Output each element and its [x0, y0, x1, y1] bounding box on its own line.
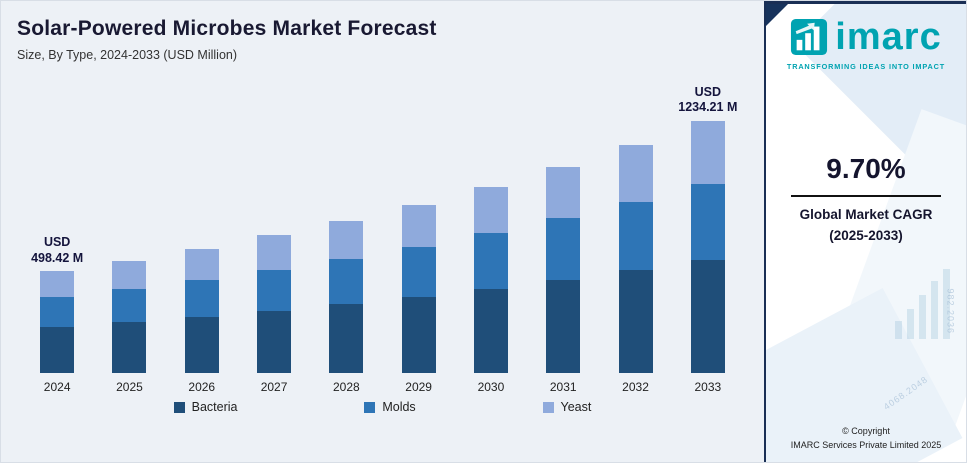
- imarc-logo: imarc: [790, 18, 941, 56]
- page-subtitle: Size, By Type, 2024-2033 (USD Million): [17, 48, 238, 62]
- bar-segment-molds: [257, 269, 292, 311]
- cagr-value: 9.70%: [826, 153, 906, 184]
- annotation-line: USD: [43, 235, 71, 250]
- bar-stack: [690, 121, 725, 373]
- watermark-number: 982.2036: [946, 288, 956, 334]
- bar-segment-yeast: [401, 204, 436, 247]
- x-axis-label: 2032: [622, 380, 649, 394]
- legend-item-bacteria: Bacteria: [173, 400, 238, 414]
- bar-segment-bacteria: [618, 270, 653, 373]
- chart-panel: Solar-Powered Microbes Market Forecast S…: [1, 1, 764, 462]
- bar-segment-bacteria: [690, 259, 725, 373]
- imarc-logo-text: imarc: [835, 16, 942, 58]
- x-axis-label: 2033: [694, 380, 722, 394]
- annotation-line: 498.42 M: [31, 250, 84, 265]
- legend-label: Molds: [382, 400, 416, 414]
- watermark-number: 4068.2048: [882, 374, 931, 412]
- decorative-bar-chart: [895, 269, 950, 339]
- x-axis-label: 2024: [43, 380, 71, 394]
- bar-stack: [546, 166, 581, 373]
- logo-tagline: TRANSFORMING IDEAS INTO IMPACT: [786, 62, 946, 71]
- bar-stack: [473, 186, 508, 373]
- bar-stack: [257, 235, 292, 373]
- annotation-line: USD: [694, 84, 722, 99]
- bar-segment-bacteria: [473, 289, 508, 373]
- legend-item-yeast: Yeast: [542, 400, 592, 414]
- bar-segment-yeast: [112, 260, 147, 289]
- bar-segment-yeast: [40, 271, 75, 297]
- decorative-corner-triangle: [766, 4, 790, 28]
- bar-segment-molds: [401, 246, 436, 298]
- bar-segment-yeast: [618, 144, 653, 202]
- bar-stack: [618, 144, 653, 373]
- legend-label: Bacteria: [191, 400, 238, 414]
- legend-swatch: [542, 401, 554, 413]
- x-axis-label: 2027: [260, 380, 288, 394]
- bar-column: USD 498.42 M 2024: [21, 235, 93, 394]
- copyright: © Copyright IMARC Services Private Limit…: [791, 425, 942, 452]
- bar-segment-molds: [329, 258, 364, 305]
- bar-column: 2027: [238, 235, 310, 394]
- bar-segment-bacteria: [329, 304, 364, 373]
- bar-annotation: USD 1234.21 M: [678, 85, 737, 116]
- legend-label: Yeast: [560, 400, 592, 414]
- bar-stack: [401, 204, 436, 373]
- x-axis-label: 2030: [477, 380, 505, 394]
- bar-column: 2028: [310, 220, 382, 394]
- bar-stack: [184, 248, 219, 373]
- bar-column: USD 1234.21 M 2033: [672, 85, 744, 394]
- bar-column: 2029: [382, 204, 454, 394]
- bar-segment-molds: [184, 279, 219, 318]
- legend-swatch: [173, 401, 185, 413]
- bar-segment-molds: [618, 201, 653, 271]
- sidebar: 4068.2048 982.2036 imarc TRANSFORMING ID…: [764, 1, 966, 462]
- bar-segment-yeast: [473, 186, 508, 234]
- bar-segment-bacteria: [40, 327, 75, 373]
- annotation-line: 1234.21 M: [678, 100, 738, 115]
- bar-column: 2030: [455, 186, 527, 394]
- x-axis-label: 2031: [549, 380, 577, 394]
- bar-stack: [329, 220, 364, 373]
- legend-swatch: [364, 401, 376, 413]
- bar-segment-bacteria: [184, 317, 219, 373]
- legend-item-molds: Molds: [364, 400, 416, 414]
- legend: Bacteria Molds Yeast: [47, 400, 718, 414]
- x-axis-label: 2026: [188, 380, 216, 394]
- bar-segment-yeast: [329, 220, 364, 259]
- copyright-line1: © Copyright: [842, 426, 890, 436]
- bar-segment-molds: [112, 288, 147, 323]
- cagr-label-line1: Global Market CAGR: [799, 207, 933, 222]
- bar-column: 2032: [599, 144, 671, 394]
- bar-annotation: USD 498.42 M: [31, 235, 83, 266]
- x-axis-label: 2029: [405, 380, 432, 394]
- bar-segment-yeast: [546, 166, 581, 219]
- cagr-label-line2: (2025-2033): [829, 228, 903, 243]
- bar-column: 2025: [93, 260, 165, 394]
- plot-area: USD 498.42 M 2024 2025 2026 2027 2028 2029 2030 2…: [1, 76, 764, 394]
- bar-column: 2026: [166, 248, 238, 394]
- bar-segment-bacteria: [401, 297, 436, 373]
- bar-stack: [112, 260, 147, 373]
- copyright-line2: IMARC Services Private Limited 2025: [790, 439, 942, 450]
- imarc-logo-icon: [791, 18, 828, 56]
- bar-segment-molds: [473, 233, 508, 290]
- bar-segment-bacteria: [257, 310, 292, 373]
- x-axis-label: 2025: [116, 380, 143, 394]
- bar-segment-yeast: [690, 121, 725, 185]
- bar-segment-bacteria: [112, 322, 147, 373]
- bar-segment-yeast: [257, 235, 292, 270]
- cagr-divider: [791, 195, 941, 197]
- x-axis-label: 2028: [332, 380, 360, 394]
- bar-segment-molds: [546, 218, 581, 281]
- bar-segment-molds: [690, 184, 725, 260]
- bar-stack: [40, 271, 75, 373]
- bar-segment-molds: [40, 296, 75, 328]
- bar-segment-bacteria: [546, 280, 581, 373]
- bar-column: 2031: [527, 166, 599, 394]
- page-title: Solar-Powered Microbes Market Forecast: [17, 17, 437, 40]
- bar-segment-yeast: [184, 248, 219, 280]
